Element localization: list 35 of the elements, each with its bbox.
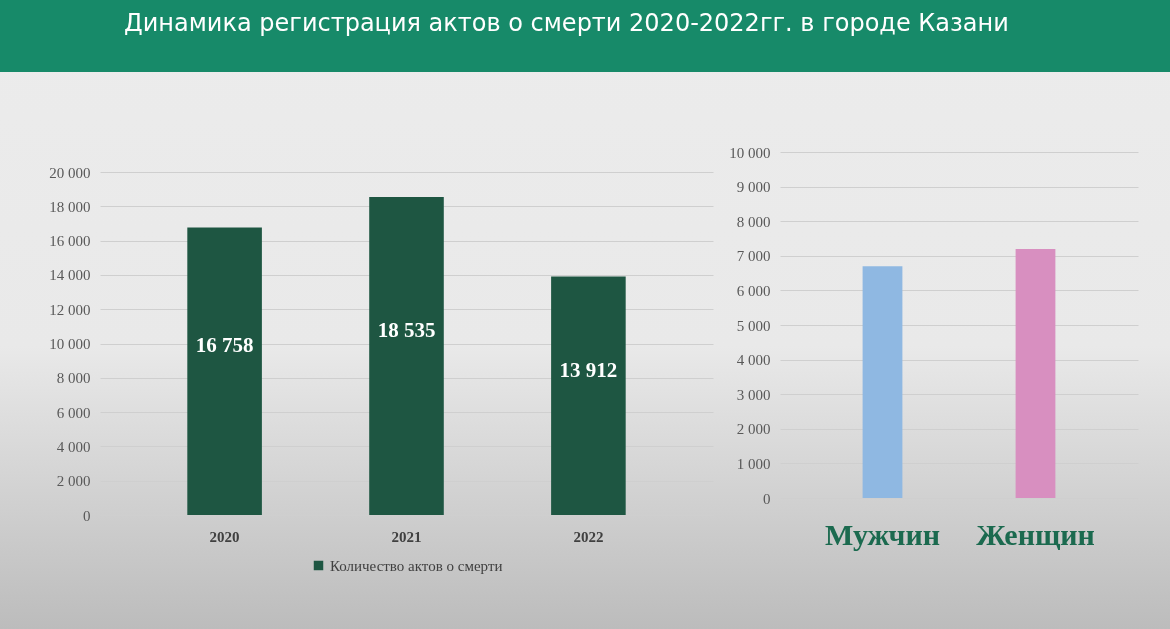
bar: [369, 197, 444, 515]
legend-label: Количество актов о смерти: [330, 557, 503, 574]
chart-title: Динамика регистрация актов о смерти 2020-2022гг. в городе Казани: [124, 9, 1009, 37]
y-tick-label: 14 000: [49, 267, 91, 284]
y-tick-label: 0: [763, 490, 771, 507]
y-tick-label: 6 000: [56, 404, 91, 421]
y-tick-label: 4 000: [56, 438, 91, 455]
bar: [551, 276, 626, 515]
y-tick-label: 12 000: [49, 301, 91, 318]
data-label: 18 535: [377, 318, 436, 343]
y-tick-label: 2 000: [736, 421, 771, 438]
y-tick-label: 20 000: [49, 164, 91, 181]
y-tick-label: 4 000: [736, 352, 771, 369]
y-tick-label: 18 000: [49, 198, 91, 215]
y-tick-label: 7 000: [736, 248, 771, 265]
x-tick-label: 2020: [209, 528, 240, 545]
y-tick-label: 10 000: [49, 336, 91, 352]
bar: [187, 227, 262, 515]
data-label: 13 912: [559, 357, 618, 382]
y-tick-label: 8 000: [736, 213, 771, 230]
x-tick-label: Мужчин: [824, 517, 941, 551]
y-tick-label: 6 000: [736, 282, 771, 299]
y-tick-label: 2 000: [56, 473, 91, 490]
y-tick-label: 3 000: [736, 386, 771, 403]
y-tick-label: 16 000: [49, 233, 91, 250]
y-tick-label: 0: [83, 507, 91, 524]
x-tick-label: 2022: [573, 528, 604, 545]
y-tick-label: 9 000: [736, 179, 771, 196]
x-tick-label: Женщин: [976, 517, 1095, 551]
y-tick-label: 8 000: [56, 370, 91, 387]
x-tick-label: 2021: [391, 528, 422, 545]
data-label: 16 758: [195, 333, 254, 358]
y-tick-label: 1 000: [736, 455, 771, 472]
y-tick-label: 10 000: [729, 144, 771, 161]
y-tick-label: 5 000: [736, 317, 771, 334]
